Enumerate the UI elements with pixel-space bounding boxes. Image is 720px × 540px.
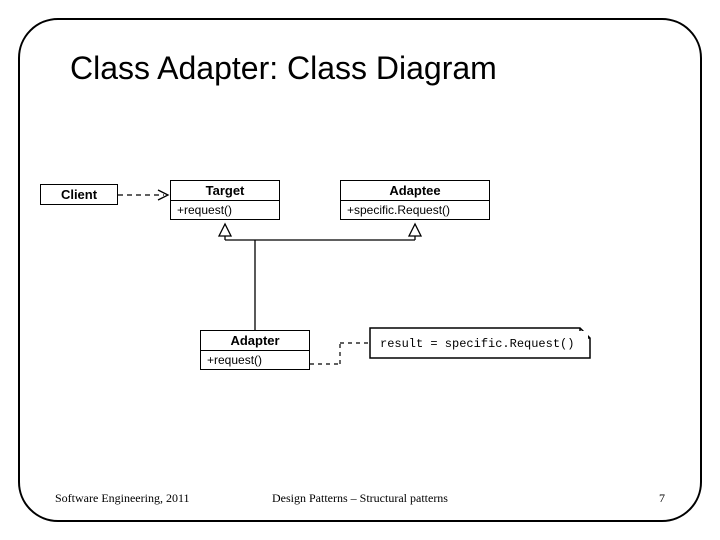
footer-page-number: 7 [659,491,665,506]
uml-class-adaptee: Adaptee +specific.Request() [340,180,490,220]
uml-note: result = specific.Request() [372,331,588,355]
uml-class-name: Adapter [201,331,309,351]
uml-class-op: +specific.Request() [341,201,489,219]
uml-class-name: Adaptee [341,181,489,201]
uml-class-op: +request() [201,351,309,369]
uml-class-name: Target [171,181,279,201]
uml-class-adapter: Adapter +request() [200,330,310,370]
page-title: Class Adapter: Class Diagram [70,50,497,87]
uml-class-op: +request() [171,201,279,219]
footer-left: Software Engineering, 2011 [55,491,190,506]
uml-class-client: Client [40,184,118,205]
uml-note-text: result = specific.Request() [380,337,574,351]
uml-diagram: Client Target +request() Adaptee +specif… [40,180,680,400]
uml-class-target: Target +request() [170,180,280,220]
uml-class-name: Client [41,185,117,204]
footer-center: Design Patterns – Structural patterns [272,491,448,506]
